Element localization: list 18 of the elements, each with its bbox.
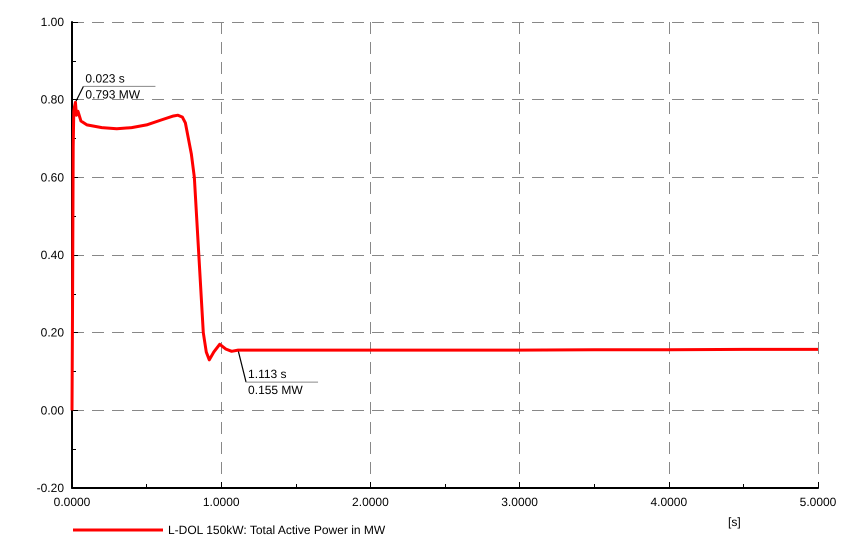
x-tick-label: 5.0000 [800,495,837,509]
y-tick-label: 0.20 [40,326,64,340]
y-tick-label: 0.00 [40,403,64,418]
y-tick-label: -0.20 [36,481,64,495]
x-axis-title: [s] [728,515,741,529]
y-tick-label: 0.60 [40,170,64,184]
x-tick-label: 1.0000 [202,495,240,509]
x-tick-label: 4.0000 [650,495,688,509]
y-tick-label: 0.40 [40,248,64,262]
x-tick-label: 2.0000 [352,495,390,509]
x-tick-label: 3.0000 [501,495,538,509]
y-tick-label: 0.80 [40,92,64,107]
x-tick-label: 0.0000 [54,495,91,509]
text: L-DOL 150kW: Total Active Power in MW [168,523,386,537]
line-series [70,100,820,412]
y-tick-label: 1.00 [40,15,64,29]
annotation: 0.023 s 0.793 MW [85,71,141,102]
annotation: 1.113 s 0.155 MW [248,367,304,398]
